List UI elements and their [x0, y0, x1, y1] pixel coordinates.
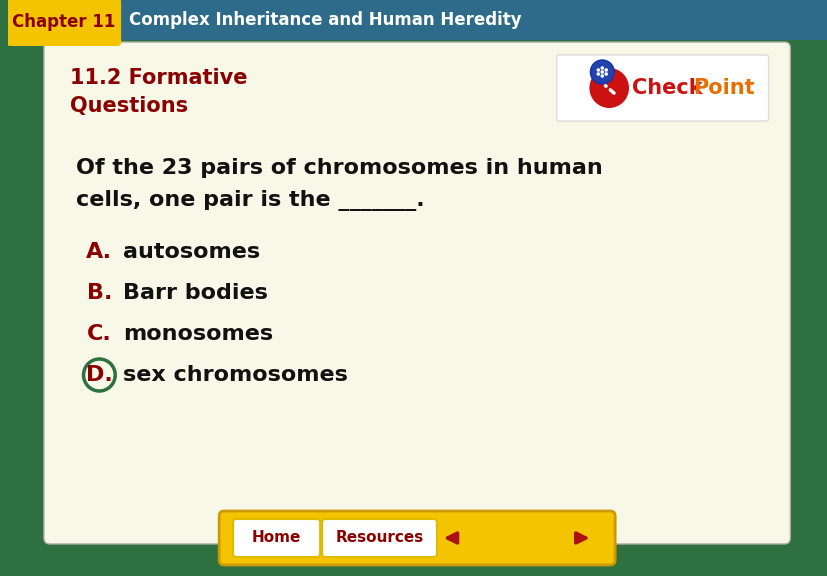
Circle shape	[600, 74, 604, 78]
Text: D.: D.	[86, 365, 112, 385]
FancyBboxPatch shape	[44, 42, 790, 544]
FancyBboxPatch shape	[232, 519, 320, 557]
Text: cells, one pair is the _______.: cells, one pair is the _______.	[75, 190, 423, 211]
Text: Home: Home	[251, 530, 301, 545]
Circle shape	[600, 66, 604, 70]
Circle shape	[604, 72, 607, 76]
Text: Resources: Resources	[335, 530, 423, 545]
Bar	[8, 40, 827, 43]
Text: A.: A.	[86, 242, 112, 262]
Bar	[8, 0, 827, 40]
FancyBboxPatch shape	[556, 55, 767, 121]
Circle shape	[595, 72, 600, 76]
Text: C.: C.	[87, 324, 112, 344]
FancyBboxPatch shape	[322, 519, 437, 557]
Text: Questions: Questions	[69, 96, 188, 116]
FancyBboxPatch shape	[219, 511, 614, 565]
Text: Complex Inheritance and Human Heredity: Complex Inheritance and Human Heredity	[129, 11, 521, 29]
Circle shape	[604, 68, 607, 72]
Text: Barr bodies: Barr bodies	[123, 283, 268, 303]
Circle shape	[590, 60, 614, 84]
Circle shape	[600, 70, 604, 74]
Text: Point: Point	[692, 78, 754, 98]
FancyBboxPatch shape	[7, 0, 121, 46]
Text: Chapter 11: Chapter 11	[12, 13, 115, 31]
Text: B.: B.	[87, 283, 112, 303]
Text: Check: Check	[631, 78, 702, 98]
Text: autosomes: autosomes	[123, 242, 260, 262]
Text: Of the 23 pairs of chromosomes in human: Of the 23 pairs of chromosomes in human	[75, 158, 601, 178]
Circle shape	[589, 68, 629, 108]
Text: monosomes: monosomes	[123, 324, 273, 344]
Text: sex chromosomes: sex chromosomes	[123, 365, 347, 385]
Circle shape	[595, 68, 600, 72]
Text: 11.2 Formative: 11.2 Formative	[69, 68, 247, 88]
